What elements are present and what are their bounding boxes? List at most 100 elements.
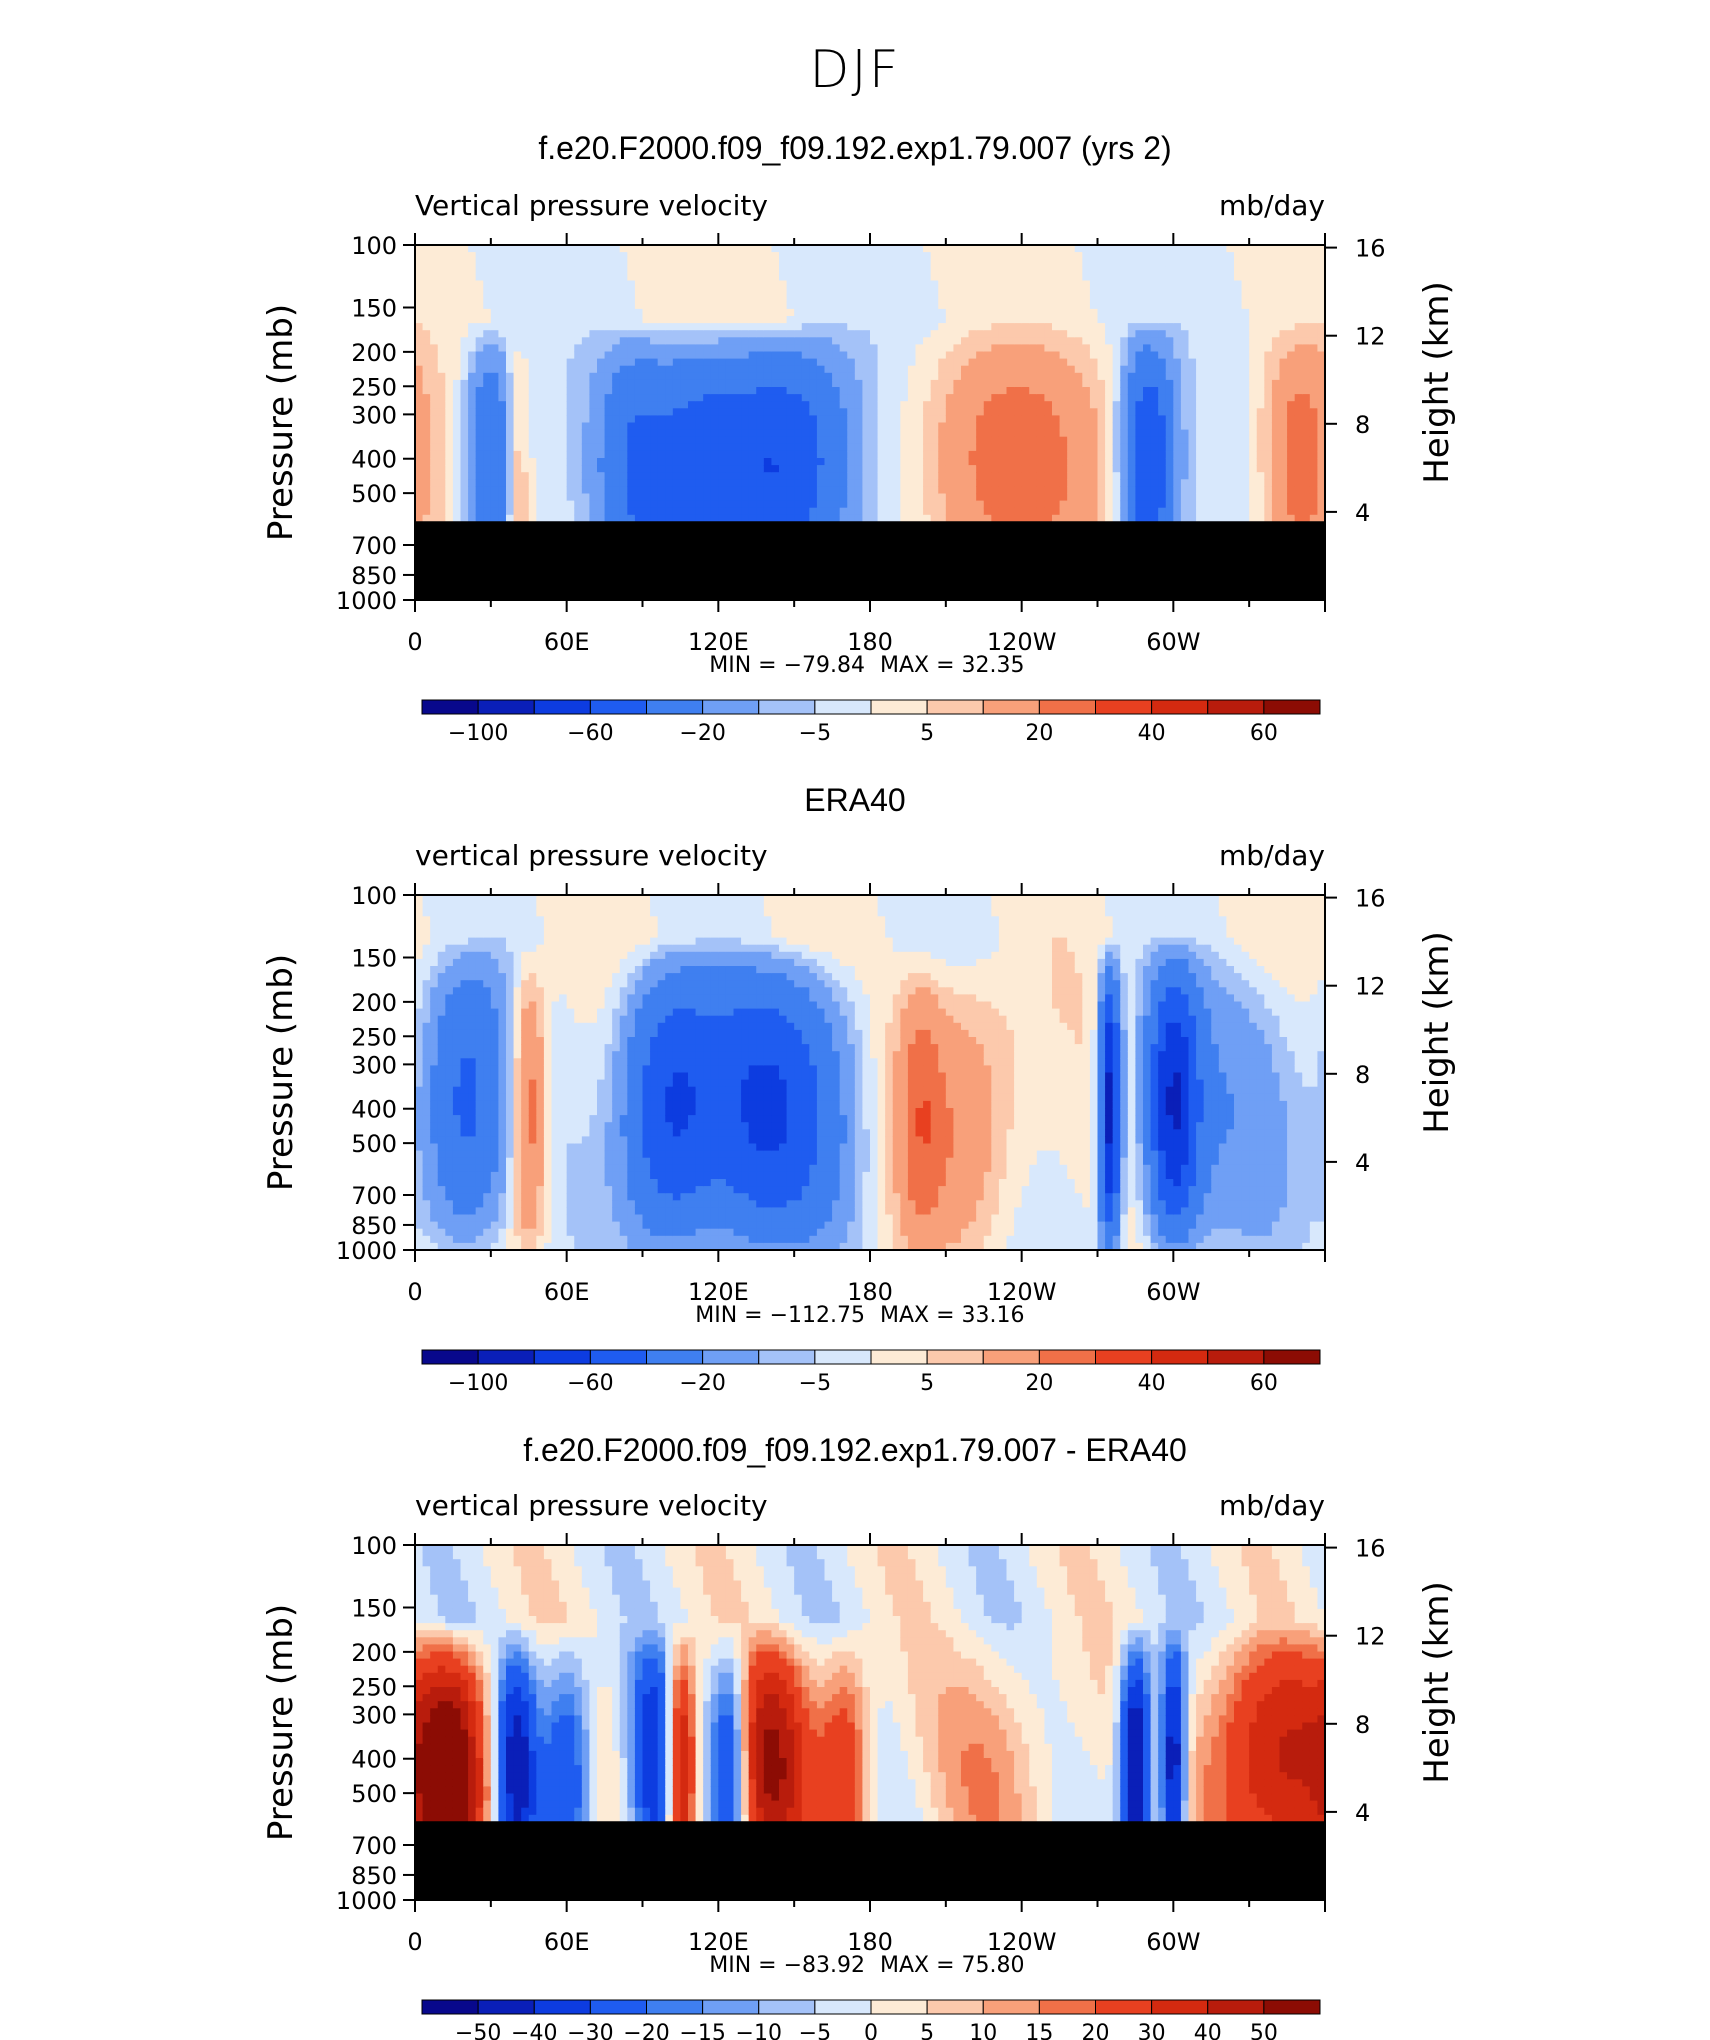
heat-cell <box>483 408 492 416</box>
heat-cell <box>923 372 932 381</box>
heat-cell <box>452 401 462 409</box>
heat-cell <box>1044 450 1053 459</box>
heat-cell <box>657 450 666 459</box>
heat-cell <box>816 394 826 402</box>
heat-cell <box>490 436 500 445</box>
heat-cell <box>703 379 712 388</box>
heat-cell <box>536 486 545 495</box>
heat-cell <box>1112 422 1121 431</box>
heat-cell <box>847 308 856 317</box>
heat-cell <box>1150 280 1159 289</box>
heat-cell <box>536 266 545 274</box>
heat-cell <box>854 252 864 260</box>
heat-cell <box>1112 308 1121 317</box>
heat-cell <box>839 323 848 331</box>
heat-cell <box>551 379 560 388</box>
heat-cell <box>816 415 826 424</box>
heat-cell <box>468 287 477 296</box>
heat-cell <box>589 379 598 388</box>
heat-cell <box>991 408 1000 416</box>
heat-cell <box>665 422 674 431</box>
heat-cell <box>415 387 424 395</box>
heat-cell <box>695 422 704 431</box>
heat-cell <box>983 493 992 502</box>
heat-cell <box>657 429 666 438</box>
heat-cell <box>1052 316 1061 324</box>
heat-cell <box>1059 273 1068 282</box>
heat-cell <box>839 422 848 431</box>
heat-cell <box>794 301 803 310</box>
heat-cell <box>1120 472 1129 480</box>
heat-cell <box>885 308 894 317</box>
heat-cell <box>710 280 719 289</box>
heat-cell <box>877 394 886 402</box>
heat-cell <box>756 351 765 360</box>
heat-cell <box>763 493 773 502</box>
heat-cell <box>786 394 795 402</box>
heat-cell <box>976 465 985 473</box>
heat-cell <box>657 287 666 296</box>
heat-cell <box>1097 408 1106 416</box>
heat-cell <box>460 458 469 466</box>
heat-cell <box>1112 479 1121 487</box>
heat-cell <box>725 458 735 466</box>
heat-cell <box>506 287 515 296</box>
heat-cell <box>1150 401 1159 409</box>
heat-cell <box>756 387 765 395</box>
heat-cell <box>528 273 537 282</box>
heat-cell <box>1014 514 1023 523</box>
heat-cell <box>589 479 598 487</box>
heat-cell <box>627 408 636 416</box>
heat-cell <box>1158 472 1167 480</box>
heat-cell <box>1021 330 1030 338</box>
heat-cell <box>892 479 901 487</box>
heat-cell <box>741 479 750 487</box>
heat-cell <box>498 514 507 523</box>
heat-cell <box>1150 500 1159 509</box>
heat-cell <box>968 486 977 495</box>
heat-cell <box>892 245 901 253</box>
heat-cell <box>930 294 939 303</box>
heat-cell <box>642 486 651 495</box>
heat-cell <box>870 408 879 416</box>
heat-cell <box>794 401 803 409</box>
heat-cell <box>877 436 886 445</box>
heat-cell <box>824 252 833 260</box>
heat-cell <box>1044 458 1053 466</box>
heat-cell <box>1029 387 1038 395</box>
heat-cell <box>581 330 591 338</box>
heat-cell <box>513 358 522 367</box>
heat-cell <box>710 387 719 395</box>
heat-cell <box>953 458 962 466</box>
heat-cell <box>953 394 962 402</box>
heat-cell <box>551 259 560 267</box>
heat-cell <box>536 465 545 473</box>
heat-cell <box>1135 450 1144 459</box>
heat-cell <box>695 308 704 317</box>
heat-cell <box>1135 472 1144 480</box>
heat-cell <box>1120 436 1129 445</box>
heat-cell <box>991 486 1000 495</box>
heat-cell <box>930 465 939 473</box>
heat-cell <box>551 245 560 253</box>
heat-cell <box>1097 287 1106 296</box>
heat-cell <box>1082 486 1091 495</box>
heat-cell <box>612 514 621 523</box>
heat-cell <box>1120 252 1129 260</box>
heat-cell <box>604 301 613 310</box>
heat-cell <box>695 294 704 303</box>
heat-cell <box>513 337 522 345</box>
heat-cell <box>779 458 788 466</box>
heat-cell <box>862 507 871 516</box>
heat-cell <box>490 394 500 402</box>
heat-cell <box>528 422 537 431</box>
heat-cell <box>422 472 431 480</box>
heat-cell <box>1021 458 1030 466</box>
heat-cell <box>1006 294 1015 303</box>
heat-cell <box>1036 514 1046 523</box>
heat-cell <box>1120 337 1129 345</box>
heat-cell <box>422 245 431 253</box>
heat-cell <box>521 429 530 438</box>
heat-cell <box>756 429 765 438</box>
heat-cell <box>725 316 735 324</box>
